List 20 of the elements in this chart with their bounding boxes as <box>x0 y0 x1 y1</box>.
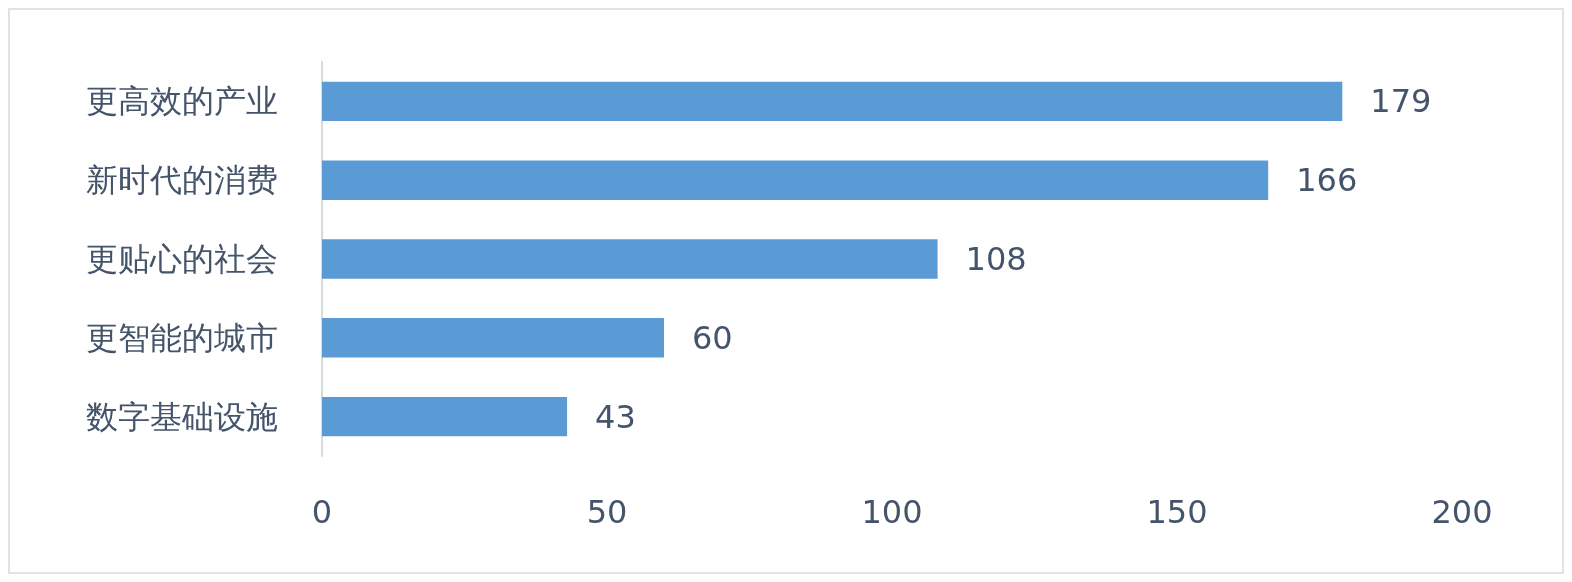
data-label: 166 <box>1296 161 1358 200</box>
bar <box>322 318 664 358</box>
bar <box>322 81 1343 122</box>
bar <box>322 160 1269 200</box>
bar <box>322 239 938 279</box>
data-label: 43 <box>595 397 636 436</box>
y-tick-label: 更智能的城市 <box>86 318 278 357</box>
y-tick-label: 新时代的消费 <box>86 161 278 200</box>
data-label: 179 <box>1370 82 1432 121</box>
x-tick-label: 100 <box>861 493 923 531</box>
data-label: 60 <box>692 318 733 357</box>
x-tick-label: 50 <box>586 493 628 531</box>
x-tick-label: 200 <box>1431 493 1493 531</box>
x-tick-label: 0 <box>311 493 333 531</box>
data-label: 108 <box>965 240 1027 278</box>
y-tick-label: 更高效的产业 <box>86 82 278 121</box>
y-tick-label: 数字基础设施 <box>86 397 278 436</box>
x-tick-label: 150 <box>1146 493 1208 531</box>
y-tick-label: 更贴心的社会 <box>86 240 278 278</box>
bar <box>322 396 568 437</box>
